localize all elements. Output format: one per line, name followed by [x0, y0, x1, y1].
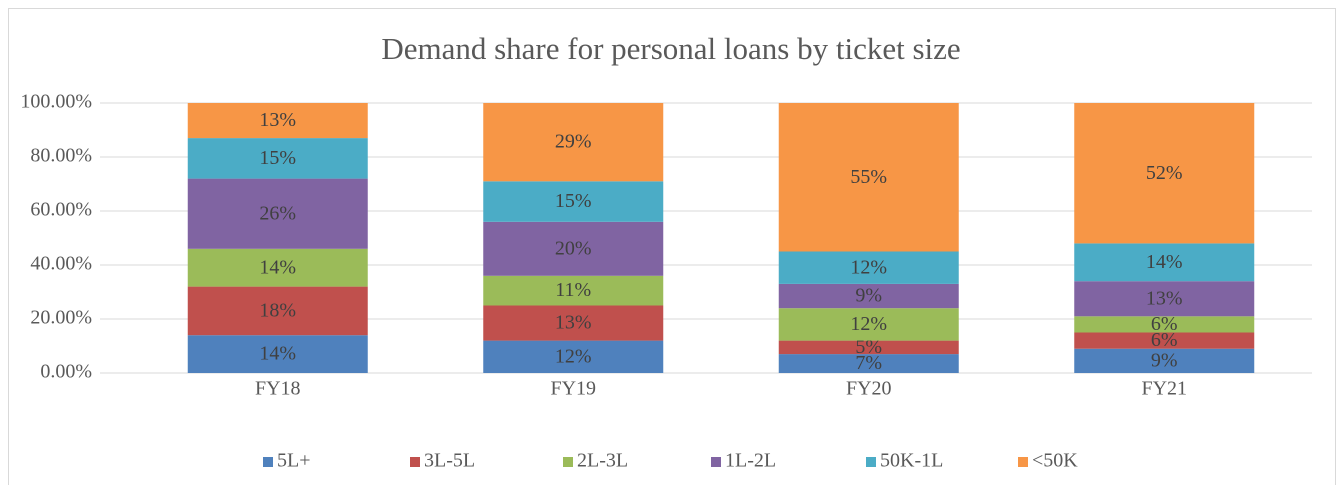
data-label: 14%	[259, 256, 296, 278]
bar-segment	[1074, 332, 1255, 349]
bar-segment	[187, 335, 368, 373]
y-tick-label: 20.00%	[30, 307, 92, 329]
data-label: 15%	[555, 190, 592, 212]
bar-segment	[483, 305, 664, 341]
chart-title: Demand share for personal loans by ticke…	[381, 31, 960, 66]
bar-segment	[483, 103, 664, 182]
bar-segment	[187, 138, 368, 179]
data-label: 9%	[1151, 349, 1178, 371]
bar-segment	[187, 178, 368, 249]
data-label: 14%	[259, 343, 296, 365]
bar-segment	[778, 251, 959, 284]
data-label: 52%	[1146, 162, 1183, 184]
legend-label: 5L+	[277, 450, 311, 472]
legend-swatch	[711, 457, 721, 467]
x-tick-label: FY20	[846, 378, 892, 400]
bar-segment	[483, 275, 664, 306]
y-tick-label: 40.00%	[30, 253, 92, 275]
bar-segment	[1074, 316, 1255, 333]
legend-swatch	[263, 457, 273, 467]
bar-segment	[187, 248, 368, 287]
bar-segment	[1074, 103, 1255, 244]
y-tick-label: 80.00%	[30, 145, 92, 167]
legend-label: 2L-3L	[577, 450, 628, 472]
x-tick-label: FY21	[1141, 378, 1187, 400]
bar-segment	[1074, 348, 1255, 373]
data-label: 5%	[855, 336, 882, 358]
data-label: 13%	[555, 312, 592, 334]
legend-swatch	[866, 457, 876, 467]
bar-segment	[187, 103, 368, 139]
data-label: 12%	[850, 313, 887, 335]
data-label: 55%	[850, 166, 887, 188]
y-tick-label: 60.00%	[30, 199, 92, 221]
bar-segment	[1074, 281, 1255, 317]
data-label: 12%	[850, 256, 887, 278]
x-tick-label: FY19	[550, 378, 596, 400]
data-label: 29%	[555, 131, 592, 153]
y-tick-label: 100.00%	[20, 91, 92, 113]
legend-label: 50K-1L	[880, 450, 943, 472]
data-label: 7%	[855, 352, 882, 374]
legend-label: 1L-2L	[725, 450, 776, 472]
bar-segment	[778, 103, 959, 252]
data-label: 13%	[259, 109, 296, 131]
bar-segment	[187, 286, 368, 336]
data-label: 9%	[855, 285, 882, 307]
data-label: 15%	[259, 147, 296, 169]
bar-segment	[778, 340, 959, 355]
data-label: 6%	[1151, 313, 1178, 335]
x-tick-label: FY18	[255, 378, 301, 400]
legend-label: 3L-5L	[424, 450, 475, 472]
data-label: 11%	[555, 279, 591, 301]
legend-swatch	[410, 457, 420, 467]
data-label: 18%	[259, 299, 296, 321]
bar-segment	[1074, 243, 1255, 282]
bar-segment	[778, 283, 959, 309]
bar-segment	[778, 354, 959, 373]
bar-segment	[483, 221, 664, 276]
data-label: 14%	[1146, 251, 1183, 273]
data-label: 13%	[1146, 287, 1183, 309]
bar-segment	[483, 181, 664, 222]
data-label: 20%	[555, 237, 592, 259]
legend-label: <50K	[1032, 450, 1078, 472]
data-label: 12%	[555, 345, 592, 367]
data-label: 26%	[259, 202, 296, 224]
bar-segment	[483, 340, 664, 373]
data-label: 6%	[1151, 329, 1178, 351]
legend-swatch	[1018, 457, 1028, 467]
y-tick-label: 0.00%	[40, 361, 92, 383]
bar-segment	[778, 308, 959, 341]
legend-swatch	[563, 457, 573, 467]
